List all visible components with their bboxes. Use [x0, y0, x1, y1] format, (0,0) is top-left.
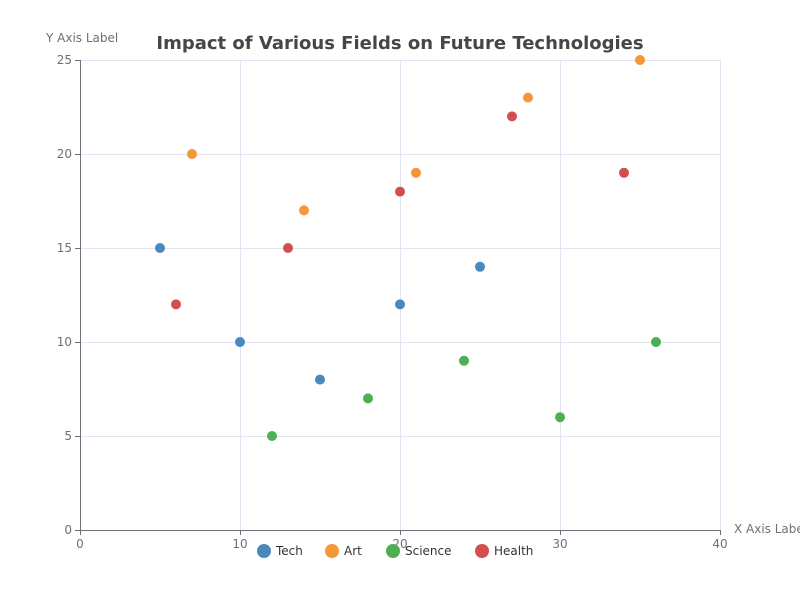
y-tick-label: 20 [57, 147, 72, 161]
data-point[interactable] [475, 261, 485, 272]
legend: Tech Art Science Health [257, 544, 533, 558]
legend-marker [475, 544, 489, 558]
data-point[interactable] [411, 167, 421, 178]
data-point[interactable] [619, 167, 629, 178]
grid [80, 60, 721, 531]
data-point[interactable] [315, 374, 325, 385]
x-tick-label: 30 [552, 537, 567, 551]
chart-title: Impact of Various Fields on Future Techn… [156, 33, 643, 54]
y-tick-label: 25 [57, 53, 72, 67]
legend-marker [386, 544, 400, 558]
x-axis-label: X Axis Label [734, 522, 800, 536]
data-point[interactable] [299, 205, 309, 216]
data-point[interactable] [459, 355, 469, 366]
y-tick-label: 10 [57, 335, 72, 349]
y-tick-label: 0 [64, 523, 72, 537]
data-point[interactable] [395, 299, 405, 310]
data-point[interactable] [187, 149, 197, 159]
x-tick-label: 0 [76, 537, 84, 551]
data-point[interactable] [283, 243, 293, 253]
x-tick-label: 10 [232, 537, 247, 551]
data-point[interactable] [267, 431, 277, 441]
legend-item-health[interactable]: Health [475, 544, 533, 558]
data-point[interactable] [395, 186, 405, 197]
data-point[interactable] [363, 393, 373, 404]
x-tick-label: 40 [712, 537, 727, 551]
legend-marker [257, 544, 271, 558]
legend-item-tech[interactable]: Tech [257, 544, 303, 558]
y-tick-label: 5 [64, 429, 72, 443]
data-point[interactable] [235, 337, 245, 347]
data-point[interactable] [635, 55, 645, 65]
data-point[interactable] [523, 92, 533, 103]
legend-item-science[interactable]: Science [386, 544, 452, 558]
data-point[interactable] [555, 412, 565, 423]
data-points [155, 55, 661, 441]
y-axis-label: Y Axis Label [45, 31, 118, 45]
series-science [267, 337, 661, 441]
legend-label: Science [405, 544, 452, 558]
data-point[interactable] [155, 243, 165, 253]
legend-label: Health [494, 544, 533, 558]
series-health [171, 111, 629, 310]
series-tech [155, 243, 485, 385]
legend-label: Art [344, 544, 362, 558]
y-tick-label: 15 [57, 241, 72, 255]
data-point[interactable] [171, 299, 181, 310]
data-point[interactable] [507, 111, 517, 122]
data-point[interactable] [651, 337, 661, 347]
legend-marker [325, 544, 339, 558]
series-art [187, 55, 645, 216]
legend-label: Tech [275, 544, 303, 558]
legend-item-art[interactable]: Art [325, 544, 362, 558]
